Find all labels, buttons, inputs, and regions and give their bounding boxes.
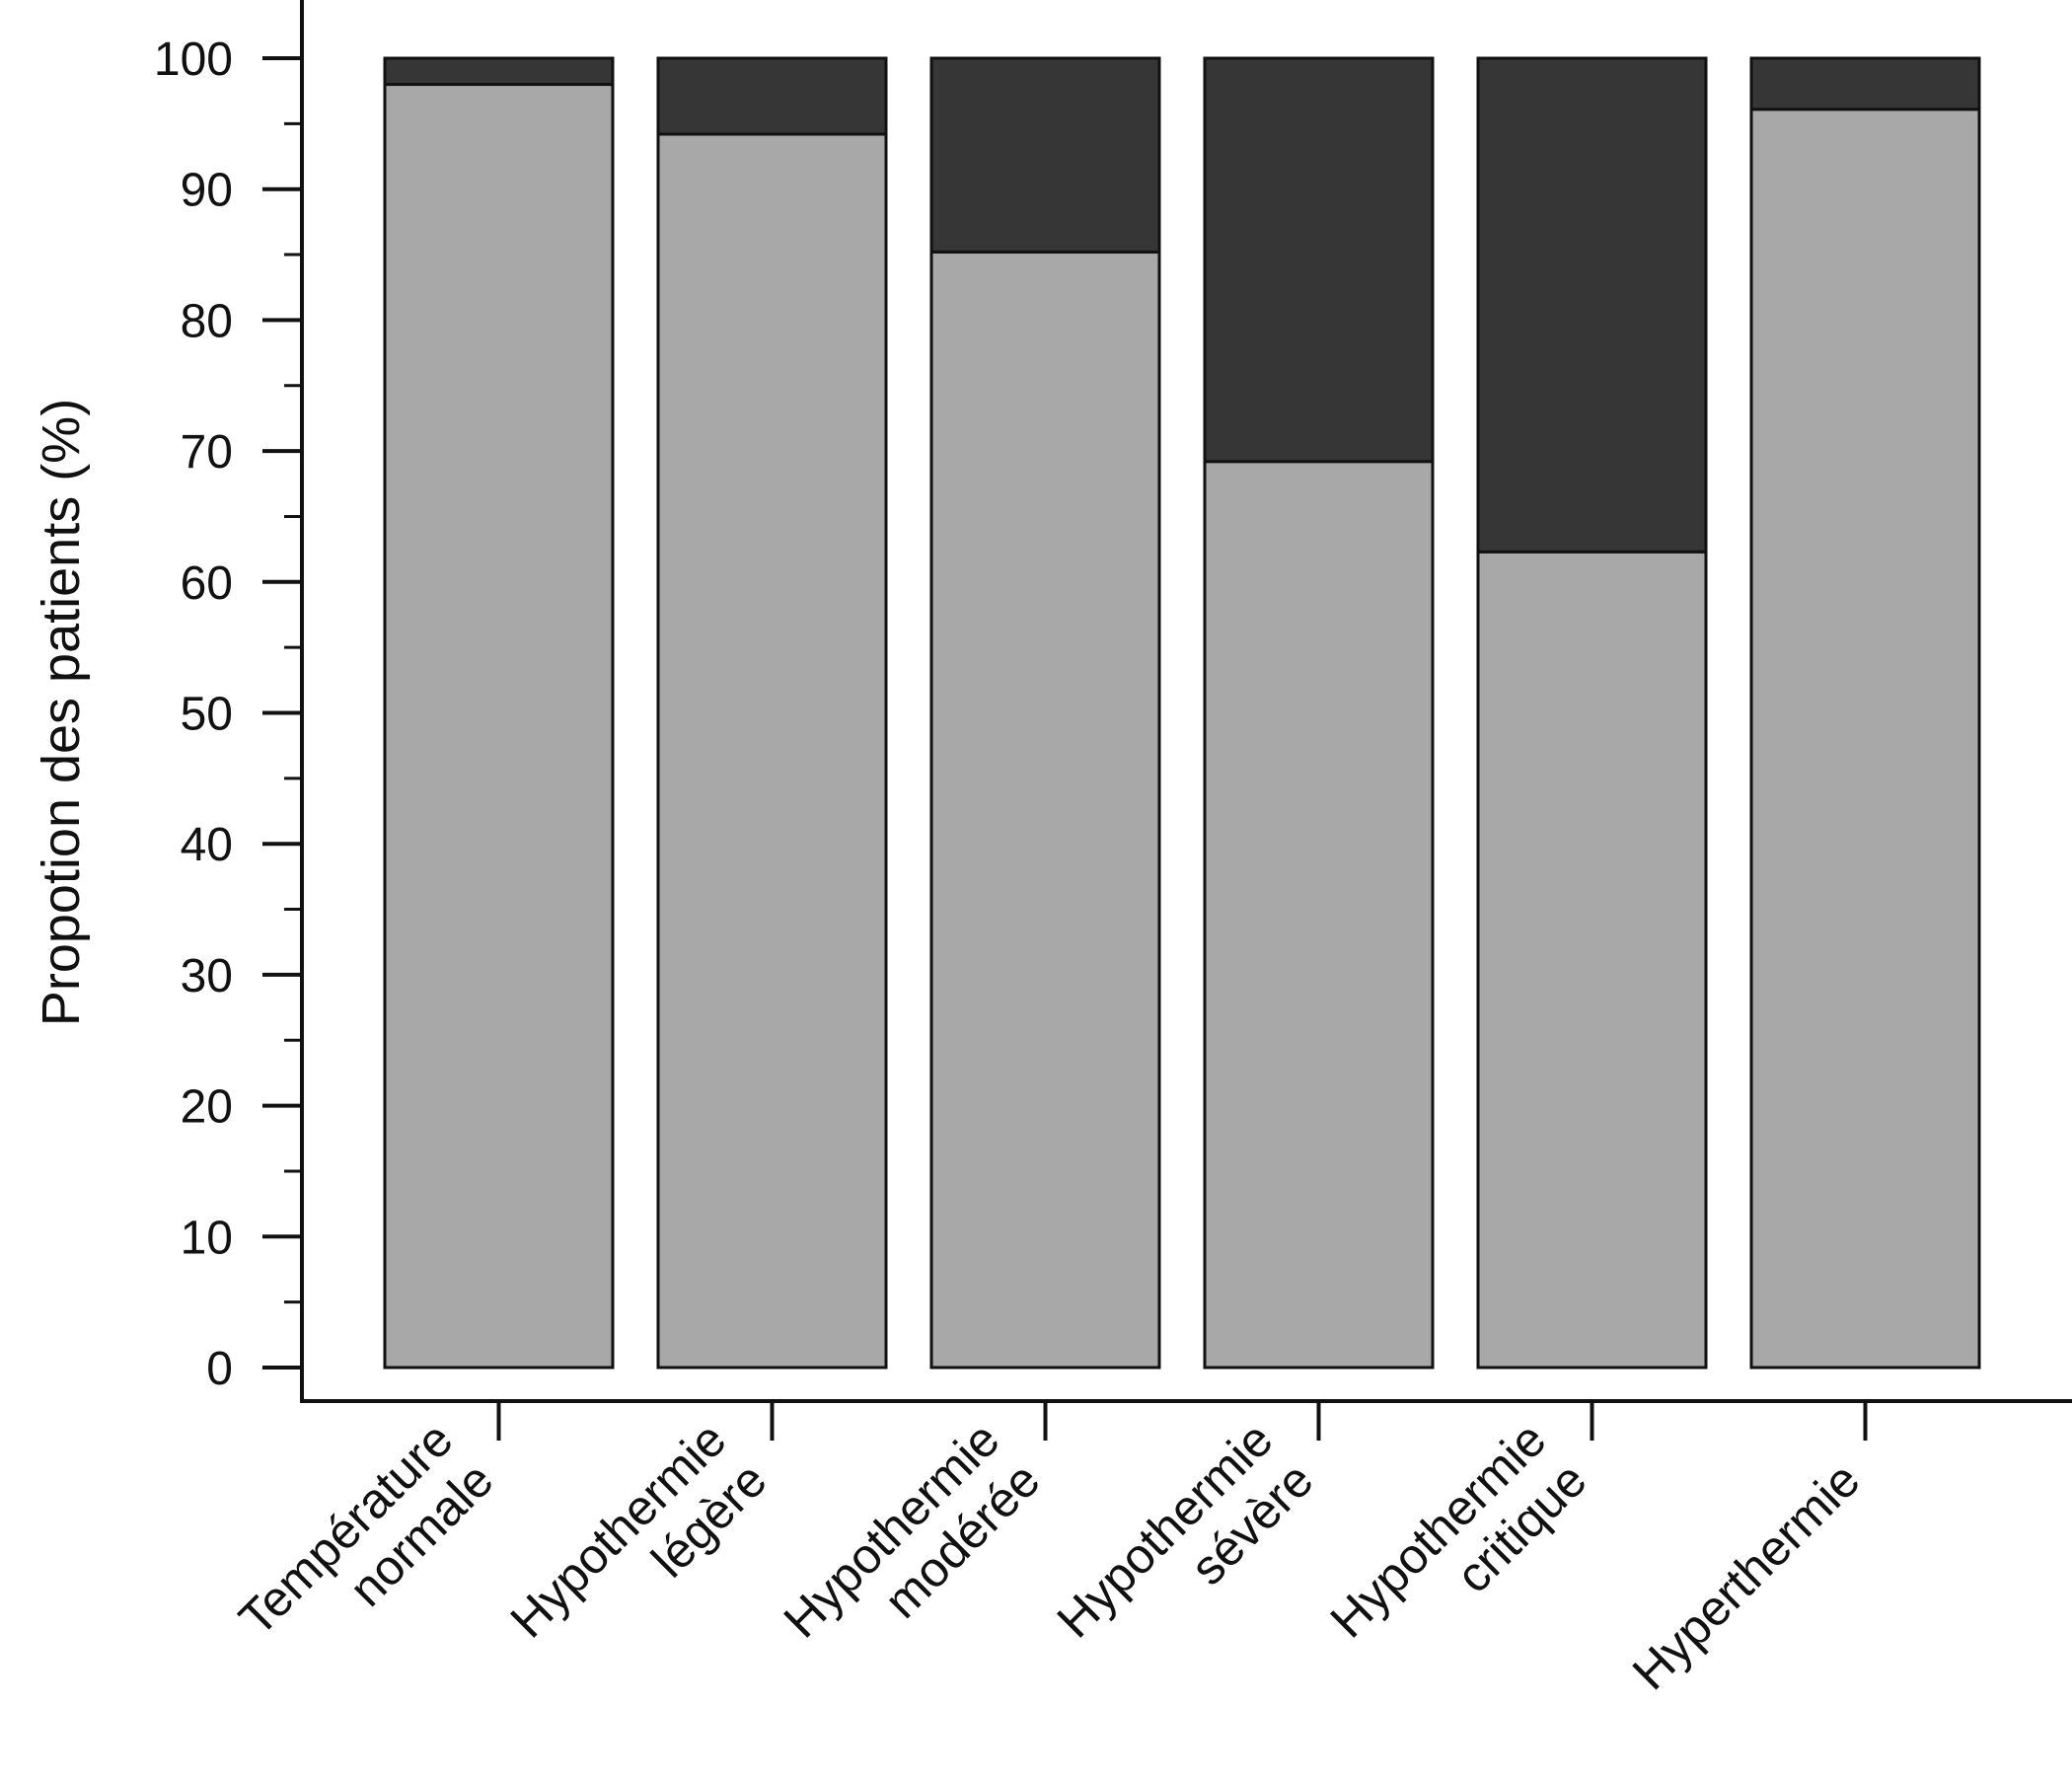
y-tick-label: 0 bbox=[206, 1343, 233, 1395]
x-category-label: Hyperthermie bbox=[1622, 1451, 1871, 1700]
x-category-label-line: Hyperthermie bbox=[1622, 1451, 1871, 1700]
bar-segment-2-cat-1 bbox=[383, 56, 615, 87]
bar-segment-2-cat-6 bbox=[1749, 56, 1981, 111]
bar-segment-2-cat-5 bbox=[1476, 56, 1708, 554]
bars-group bbox=[383, 56, 1981, 1370]
y-tick-label: 30 bbox=[181, 950, 233, 1002]
bar-segment-1-cat-6 bbox=[1749, 108, 1981, 1370]
y-tick-label: 10 bbox=[181, 1212, 233, 1264]
bar-segment-1-cat-3 bbox=[929, 250, 1161, 1370]
bar-segment-1-cat-4 bbox=[1203, 460, 1435, 1370]
y-tick-label: 80 bbox=[181, 295, 233, 347]
y-tick-label: 90 bbox=[181, 165, 233, 217]
bar-segment-2-cat-3 bbox=[929, 56, 1161, 254]
y-tick-label: 50 bbox=[181, 689, 233, 741]
bar-segment-1-cat-1 bbox=[383, 83, 615, 1370]
y-tick-label: 60 bbox=[181, 557, 233, 610]
axes-group bbox=[262, 0, 2072, 1441]
y-tick-label: 70 bbox=[181, 426, 233, 479]
y-axis-title: Propotion des patients (%) bbox=[32, 399, 91, 1026]
bar-segment-1-cat-5 bbox=[1476, 550, 1708, 1370]
bar-segment-2-cat-2 bbox=[656, 56, 888, 136]
y-tick-label: 20 bbox=[181, 1081, 233, 1134]
y-tick-label: 100 bbox=[154, 34, 233, 86]
bar-segment-2-cat-4 bbox=[1203, 56, 1435, 464]
y-tick-label: 40 bbox=[181, 819, 233, 871]
bar-segment-1-cat-2 bbox=[656, 132, 888, 1370]
